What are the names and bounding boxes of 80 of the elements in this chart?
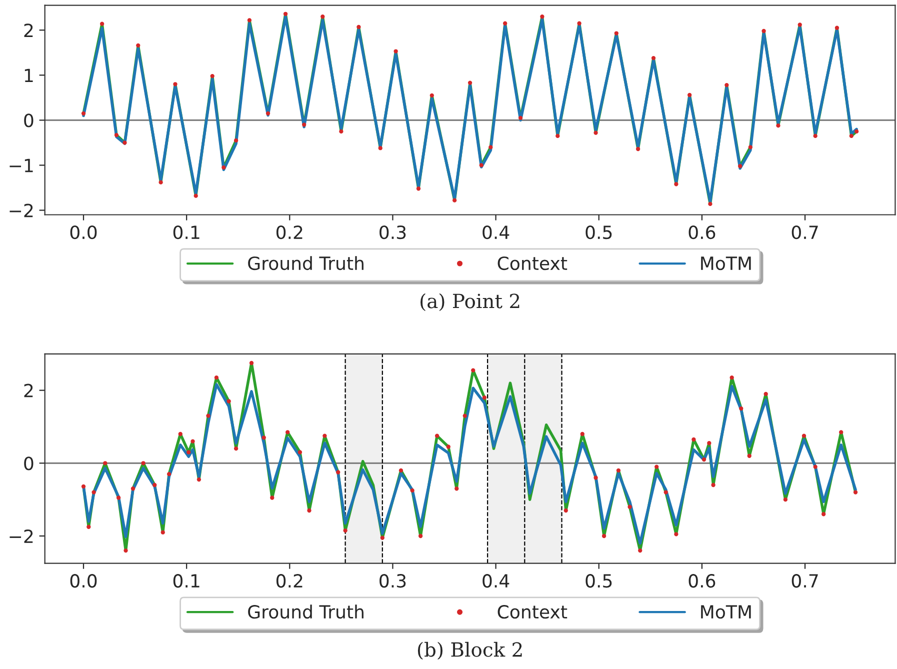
text: (b) Block 2 <box>418 642 522 660</box>
point <box>416 186 421 191</box>
x-tick-label: 0.3 <box>380 574 406 588</box>
point <box>122 140 127 145</box>
x-tick-label: 0.1 <box>173 225 200 240</box>
legend-label: MoTM <box>701 256 751 270</box>
y-tick-label: 2 <box>24 384 33 398</box>
y-tick-label: −1 <box>10 158 33 172</box>
point <box>81 111 86 116</box>
y-tick-label: 2 <box>24 24 33 37</box>
x-tick-label: 0.4 <box>482 574 510 588</box>
point <box>834 26 840 30</box>
point <box>738 164 742 168</box>
legend-label: Ground Truth <box>248 256 364 270</box>
point <box>849 134 854 138</box>
x-tick-label: 0.1 <box>173 574 200 588</box>
y-tick-label: 0 <box>24 456 34 470</box>
point <box>100 22 104 26</box>
point <box>394 49 398 54</box>
x-tick-label: 0.3 <box>380 225 406 240</box>
point <box>222 165 226 170</box>
point <box>776 124 780 128</box>
x-tick-label: 0.5 <box>586 574 612 588</box>
point <box>136 43 140 48</box>
point <box>452 198 457 202</box>
legend-label: Context <box>498 256 568 270</box>
point <box>479 163 484 168</box>
point <box>636 146 640 152</box>
point <box>708 202 712 206</box>
point <box>748 145 752 150</box>
legend-label: Context <box>498 604 568 619</box>
point <box>430 93 434 98</box>
point <box>556 134 560 138</box>
y-tick-label: −2 <box>10 529 33 543</box>
x-tick-label: 0.6 <box>688 225 716 240</box>
point <box>798 22 802 27</box>
point <box>210 74 214 78</box>
point <box>687 92 692 98</box>
point <box>173 82 178 86</box>
point <box>339 129 344 134</box>
point <box>488 145 493 150</box>
point <box>540 14 544 19</box>
point <box>320 14 325 19</box>
point <box>468 80 472 85</box>
x-tick-label: 0.2 <box>276 574 302 588</box>
point <box>724 82 729 88</box>
point <box>378 146 382 150</box>
point <box>518 116 523 120</box>
point <box>234 138 238 143</box>
x-tick-label: 0.7 <box>792 574 818 588</box>
point <box>502 21 508 26</box>
point <box>577 21 582 26</box>
point <box>302 122 306 127</box>
point <box>194 194 198 198</box>
point <box>594 130 598 135</box>
x-tick-label: 0.4 <box>482 225 510 240</box>
y-tick-label: 0 <box>24 114 34 128</box>
x-tick-label: 0.2 <box>276 225 302 240</box>
x-tick-label: 0.0 <box>70 574 97 588</box>
y-tick-label: 1 <box>24 68 33 82</box>
point <box>114 132 119 138</box>
point <box>158 180 163 184</box>
legend-label: Ground Truth <box>248 604 364 619</box>
point <box>614 31 618 36</box>
point <box>762 28 766 34</box>
point <box>266 111 270 116</box>
point <box>283 12 288 16</box>
text: (a) Point 2 <box>420 293 520 312</box>
point <box>674 182 678 186</box>
point <box>854 129 859 134</box>
legend-label: MoTM <box>701 605 751 619</box>
x-tick-label: 0.0 <box>70 225 97 240</box>
x-tick-label: 0.5 <box>586 225 612 240</box>
point <box>651 56 656 60</box>
point <box>356 24 361 30</box>
x-tick-label: 0.6 <box>688 574 716 588</box>
x-tick-label: 0.7 <box>792 225 818 240</box>
point <box>247 18 252 22</box>
y-tick-label: −2 <box>10 204 33 218</box>
point <box>813 134 818 138</box>
